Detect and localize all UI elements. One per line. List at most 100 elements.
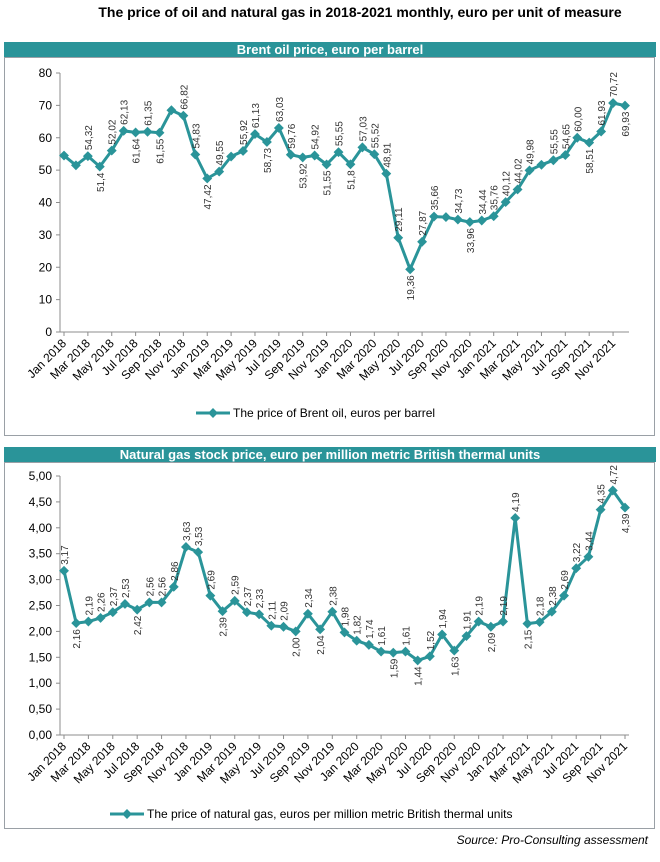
data-label: 1,94	[438, 609, 449, 629]
data-label: 40,12	[502, 171, 513, 196]
data-point	[142, 126, 153, 137]
gas-chart-frame	[4, 462, 655, 829]
data-point	[168, 581, 179, 592]
data-point	[333, 147, 344, 158]
y-tick-label: 20	[39, 260, 53, 274]
data-point	[441, 212, 451, 223]
data-label: 1,74	[365, 619, 376, 639]
data-point	[106, 145, 117, 156]
data-point	[190, 149, 201, 160]
data-label: 70,72	[609, 72, 620, 97]
data-label: 2,38	[328, 586, 339, 606]
data-label: 1,61	[401, 626, 412, 646]
data-point	[193, 547, 204, 558]
data-point	[181, 542, 191, 552]
data-label: 2,39	[219, 617, 230, 637]
legend-swatch-marker	[208, 408, 218, 418]
data-point	[59, 150, 69, 161]
data-label: 2,19	[84, 596, 95, 616]
data-point	[546, 606, 557, 617]
y-tick-label: 0,50	[29, 702, 53, 716]
data-point	[476, 215, 487, 226]
data-label: 35,76	[490, 185, 501, 210]
data-point	[437, 629, 448, 640]
data-point	[345, 159, 356, 170]
data-point	[536, 159, 547, 170]
data-label: 2,00	[292, 637, 303, 657]
data-point	[548, 155, 559, 166]
data-point	[202, 173, 213, 184]
data-label: 58,51	[585, 148, 596, 173]
data-label: 1,61	[377, 626, 388, 646]
data-label: 2,56	[158, 576, 169, 596]
data-point	[571, 563, 582, 574]
data-point	[473, 616, 484, 627]
data-point	[226, 151, 237, 162]
data-point	[266, 620, 277, 631]
data-label: 2,18	[536, 596, 547, 616]
data-point	[70, 160, 81, 171]
y-tick-label: 4,50	[29, 495, 53, 509]
data-point	[376, 646, 387, 657]
data-point	[278, 621, 289, 632]
data-point	[620, 502, 630, 513]
data-point	[424, 651, 435, 662]
data-point	[488, 211, 499, 222]
data-label: 3,63	[182, 521, 193, 541]
data-point	[82, 151, 93, 162]
data-label: 66,82	[179, 84, 190, 109]
data-label: 61,35	[144, 100, 155, 125]
legend-label: The price of natural gas, euros per mill…	[147, 807, 512, 821]
data-point	[498, 616, 508, 627]
data-label: 52,02	[108, 119, 119, 144]
data-point	[522, 618, 533, 629]
data-point	[461, 631, 472, 642]
data-label: 60,00	[573, 106, 584, 131]
y-tick-label: 80	[39, 66, 53, 80]
y-tick-label: 10	[39, 293, 53, 307]
data-label: 3,53	[194, 526, 205, 546]
data-label: 61,55	[155, 138, 166, 163]
data-label: 2,15	[523, 629, 534, 649]
y-tick-label: 5,00	[29, 469, 53, 483]
data-label: 54,92	[311, 124, 322, 149]
data-point	[59, 565, 69, 576]
data-point	[156, 597, 167, 608]
y-tick-label: 60	[39, 131, 53, 145]
data-point	[452, 214, 463, 225]
data-label: 1,52	[426, 630, 437, 650]
data-label: 44,02	[514, 158, 525, 183]
data-point	[357, 142, 368, 153]
data-label: 55,55	[549, 129, 560, 154]
data-label: 1,98	[341, 607, 352, 627]
data-point	[285, 149, 296, 160]
data-point	[351, 635, 362, 646]
data-label: 1,82	[353, 615, 364, 635]
data-label: 2,04	[316, 635, 327, 655]
data-label: 2,69	[560, 570, 571, 590]
data-point	[205, 590, 216, 601]
data-point	[154, 127, 165, 138]
data-label: 2,38	[548, 586, 559, 606]
data-point	[95, 612, 106, 623]
data-point	[400, 646, 411, 657]
data-point	[369, 149, 380, 160]
data-point	[584, 137, 595, 148]
data-point	[393, 232, 404, 243]
data-label: 2,16	[72, 629, 83, 649]
data-label: 57,03	[358, 116, 369, 141]
data-label: 1,44	[414, 666, 425, 686]
data-label: 58,73	[263, 148, 274, 173]
oil-chart-title: Brent oil price, euro per barrel	[4, 42, 656, 57]
data-label: 34,44	[478, 189, 489, 214]
data-label: 47,42	[203, 184, 214, 209]
data-point	[534, 617, 545, 628]
data-point	[132, 604, 143, 615]
y-tick-label: 2,00	[29, 624, 53, 638]
data-label: 2,69	[206, 570, 217, 590]
data-label: 59,76	[287, 123, 298, 148]
data-label: 33,96	[466, 228, 477, 253]
data-point	[144, 597, 155, 608]
